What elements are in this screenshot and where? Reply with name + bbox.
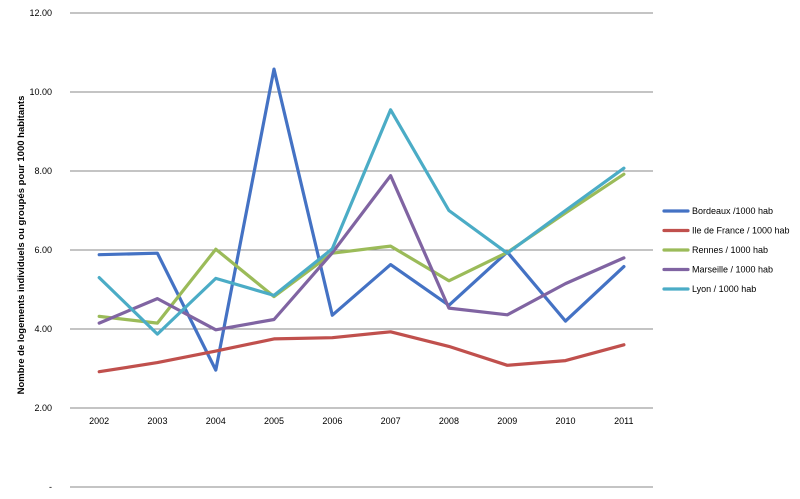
legend-label: Lyon / 1000 hab: [692, 284, 756, 294]
legend-label: Marseille / 1000 hab: [692, 265, 773, 275]
x-tick-label: 2011: [614, 416, 633, 426]
y-axis-ticks: - 2.00 4.00 6.00 8.00 10.00 12.00: [29, 8, 52, 492]
y-tick-label: 8.00: [34, 166, 52, 176]
series-line-1: [97, 67, 626, 372]
y-tick-label: 12.00: [29, 8, 52, 18]
series-line-2: [97, 330, 626, 374]
x-tick-label: 2010: [556, 416, 576, 426]
legend-label: Ile de France / 1000 hab: [692, 226, 790, 236]
x-tick-label: 2008: [439, 416, 459, 426]
y-tick-label: -: [49, 482, 52, 492]
series-line-5: [97, 108, 626, 336]
y-tick-label: 6.00: [34, 245, 52, 255]
gridlines: [70, 12, 653, 488]
y-tick-label: 2.00: [34, 403, 52, 413]
series-line-3: [97, 172, 626, 325]
x-tick-label: 2006: [322, 416, 342, 426]
series-line-4: [97, 174, 626, 332]
legend-label: Bordeaux /1000 hab: [692, 206, 773, 216]
y-tick-label: 4.00: [34, 324, 52, 334]
y-axis-label: Nombre de logements individuels ou group…: [16, 96, 27, 395]
x-tick-label: 2005: [264, 416, 284, 426]
x-tick-label: 2007: [381, 416, 401, 426]
y-tick-label: 10.00: [29, 87, 52, 97]
x-tick-label: 2004: [206, 416, 226, 426]
x-tick-label: 2002: [89, 416, 109, 426]
x-tick-label: 2003: [147, 416, 167, 426]
legend-label: Rennes / 1000 hab: [692, 245, 768, 255]
x-axis-ticks: 2002 2003 2004 2005 2006 2007 2008 2009 2010 2011: [89, 416, 633, 426]
x-tick-label: 2009: [497, 416, 517, 426]
legend: Bordeaux /1000 hab Ile de France / 1000 h…: [662, 206, 790, 294]
series-lines: [97, 67, 626, 374]
